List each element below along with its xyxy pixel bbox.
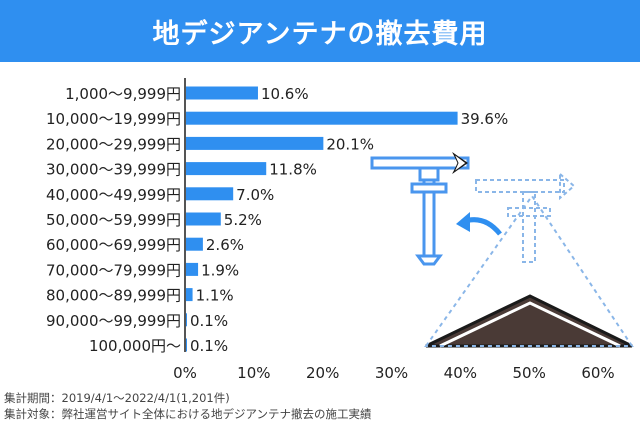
category-label-6: 60,000〜69,999円 (46, 236, 181, 254)
category-label-2: 20,000〜29,999円 (46, 135, 181, 153)
category-label-9: 90,000〜99,999円 (46, 312, 181, 330)
category-label-1: 10,000〜19,999円 (46, 110, 181, 128)
x-tick-label-3: 30% (375, 364, 408, 382)
category-label-0: 1,000〜9,999円 (65, 85, 181, 103)
bar-7 (185, 262, 199, 276)
bar-1 (185, 111, 458, 125)
value-label-6: 2.6% (206, 236, 244, 254)
chart-title: 地デジアンテナの撤去費用 (0, 0, 640, 62)
bar-3 (185, 162, 267, 176)
value-label-1: 39.6% (461, 110, 509, 128)
value-label-9: 0.1% (190, 312, 228, 330)
x-tick-label-0: 0% (173, 364, 197, 382)
x-tick-label-4: 40% (444, 364, 477, 382)
bar-8 (185, 288, 193, 302)
value-label-0: 10.6% (261, 85, 309, 103)
bar-4 (185, 187, 234, 201)
antenna-illustration (370, 152, 634, 348)
category-label-8: 80,000〜89,999円 (46, 287, 181, 305)
value-label-8: 1.1% (196, 287, 234, 305)
footer-period: 集計期間：2019/4/1〜2022/4/1(1,201件) (4, 391, 230, 405)
bar-chart: 1,000〜9,999円 10.6% 10,000〜19,999円 39.6% 20,0… (46, 78, 634, 382)
bar-2 (185, 136, 324, 150)
bar-6 (185, 237, 203, 251)
x-tick-label-6: 60% (581, 364, 614, 382)
x-tick-label-1: 10% (237, 364, 270, 382)
category-label-3: 30,000〜39,999円 (46, 161, 181, 179)
category-label-7: 70,000〜79,999円 (46, 261, 181, 279)
category-label-10: 100,000円〜 (89, 337, 181, 355)
footer-scope: 集計対象：弊社運営サイト全体における地デジアンテナ撤去の施工実績 (4, 407, 372, 421)
value-label-10: 0.1% (190, 337, 228, 355)
x-tick-label-5: 50% (512, 364, 545, 382)
value-label-4: 7.0% (236, 186, 274, 204)
category-label-5: 50,000〜59,999円 (46, 211, 181, 229)
x-tick-label-2: 20% (306, 364, 339, 382)
value-label-5: 5.2% (224, 211, 262, 229)
value-label-2: 20.1% (326, 135, 374, 153)
bar-5 (185, 212, 221, 226)
bar-0 (185, 86, 258, 100)
category-label-4: 40,000〜49,999円 (46, 186, 181, 204)
value-label-7: 1.9% (201, 261, 239, 279)
value-label-3: 11.8% (269, 161, 317, 179)
